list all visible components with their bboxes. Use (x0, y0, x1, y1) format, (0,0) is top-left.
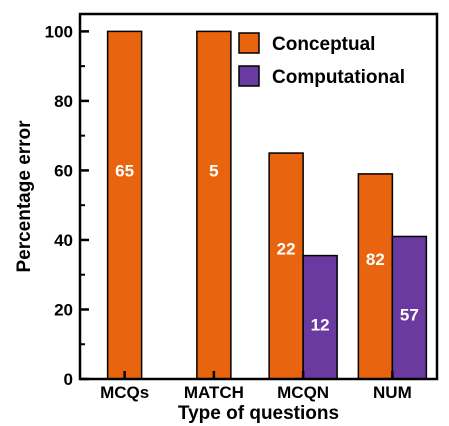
legend-label-conceptual: Conceptual (272, 34, 375, 55)
legend-label-computational: Computational (272, 67, 405, 88)
legend-swatch-computational (238, 65, 260, 87)
bars-layer (106, 30, 428, 380)
data-labels-layer: 65 5 22 12 82 57 (115, 161, 419, 334)
legend: Conceptual Computational (238, 32, 405, 88)
bar-conceptual-mcqn (268, 152, 304, 380)
x-axis-title: Type of questions (178, 403, 339, 424)
y-tick-label: 60 (54, 161, 73, 180)
y-axis-title: Percentage error (14, 120, 35, 273)
bar-conceptual-mcqs (106, 30, 143, 380)
y-tick-label: 100 (45, 22, 73, 41)
y-axis: 0 20 40 60 80 100 (45, 22, 89, 389)
x-tick-label: MCQs (100, 383, 149, 402)
bar-conceptual-match (196, 30, 232, 380)
data-label: 12 (311, 315, 330, 334)
y-tick-label: 20 (54, 300, 73, 319)
bar-conceptual-num (357, 173, 394, 380)
plot-frame (78, 12, 439, 381)
y-tick-label: 40 (54, 231, 73, 250)
legend-swatch-conceptual (238, 32, 260, 54)
x-tick-label: MATCH (184, 383, 244, 402)
data-label: 5 (209, 161, 218, 180)
x-tick-label: NUM (373, 383, 412, 402)
data-label: 57 (400, 306, 419, 325)
x-tick-label: MCQN (277, 383, 329, 402)
y-tick-label: 80 (54, 92, 73, 111)
data-label: 65 (115, 161, 134, 180)
data-label: 82 (366, 250, 385, 269)
x-axis: MCQs MATCH MCQN NUM (100, 371, 412, 402)
bar-computational-mcqn (302, 254, 338, 380)
bar-computational-num (391, 235, 428, 380)
data-label: 22 (277, 240, 296, 259)
y-tick-label: 0 (64, 370, 73, 389)
